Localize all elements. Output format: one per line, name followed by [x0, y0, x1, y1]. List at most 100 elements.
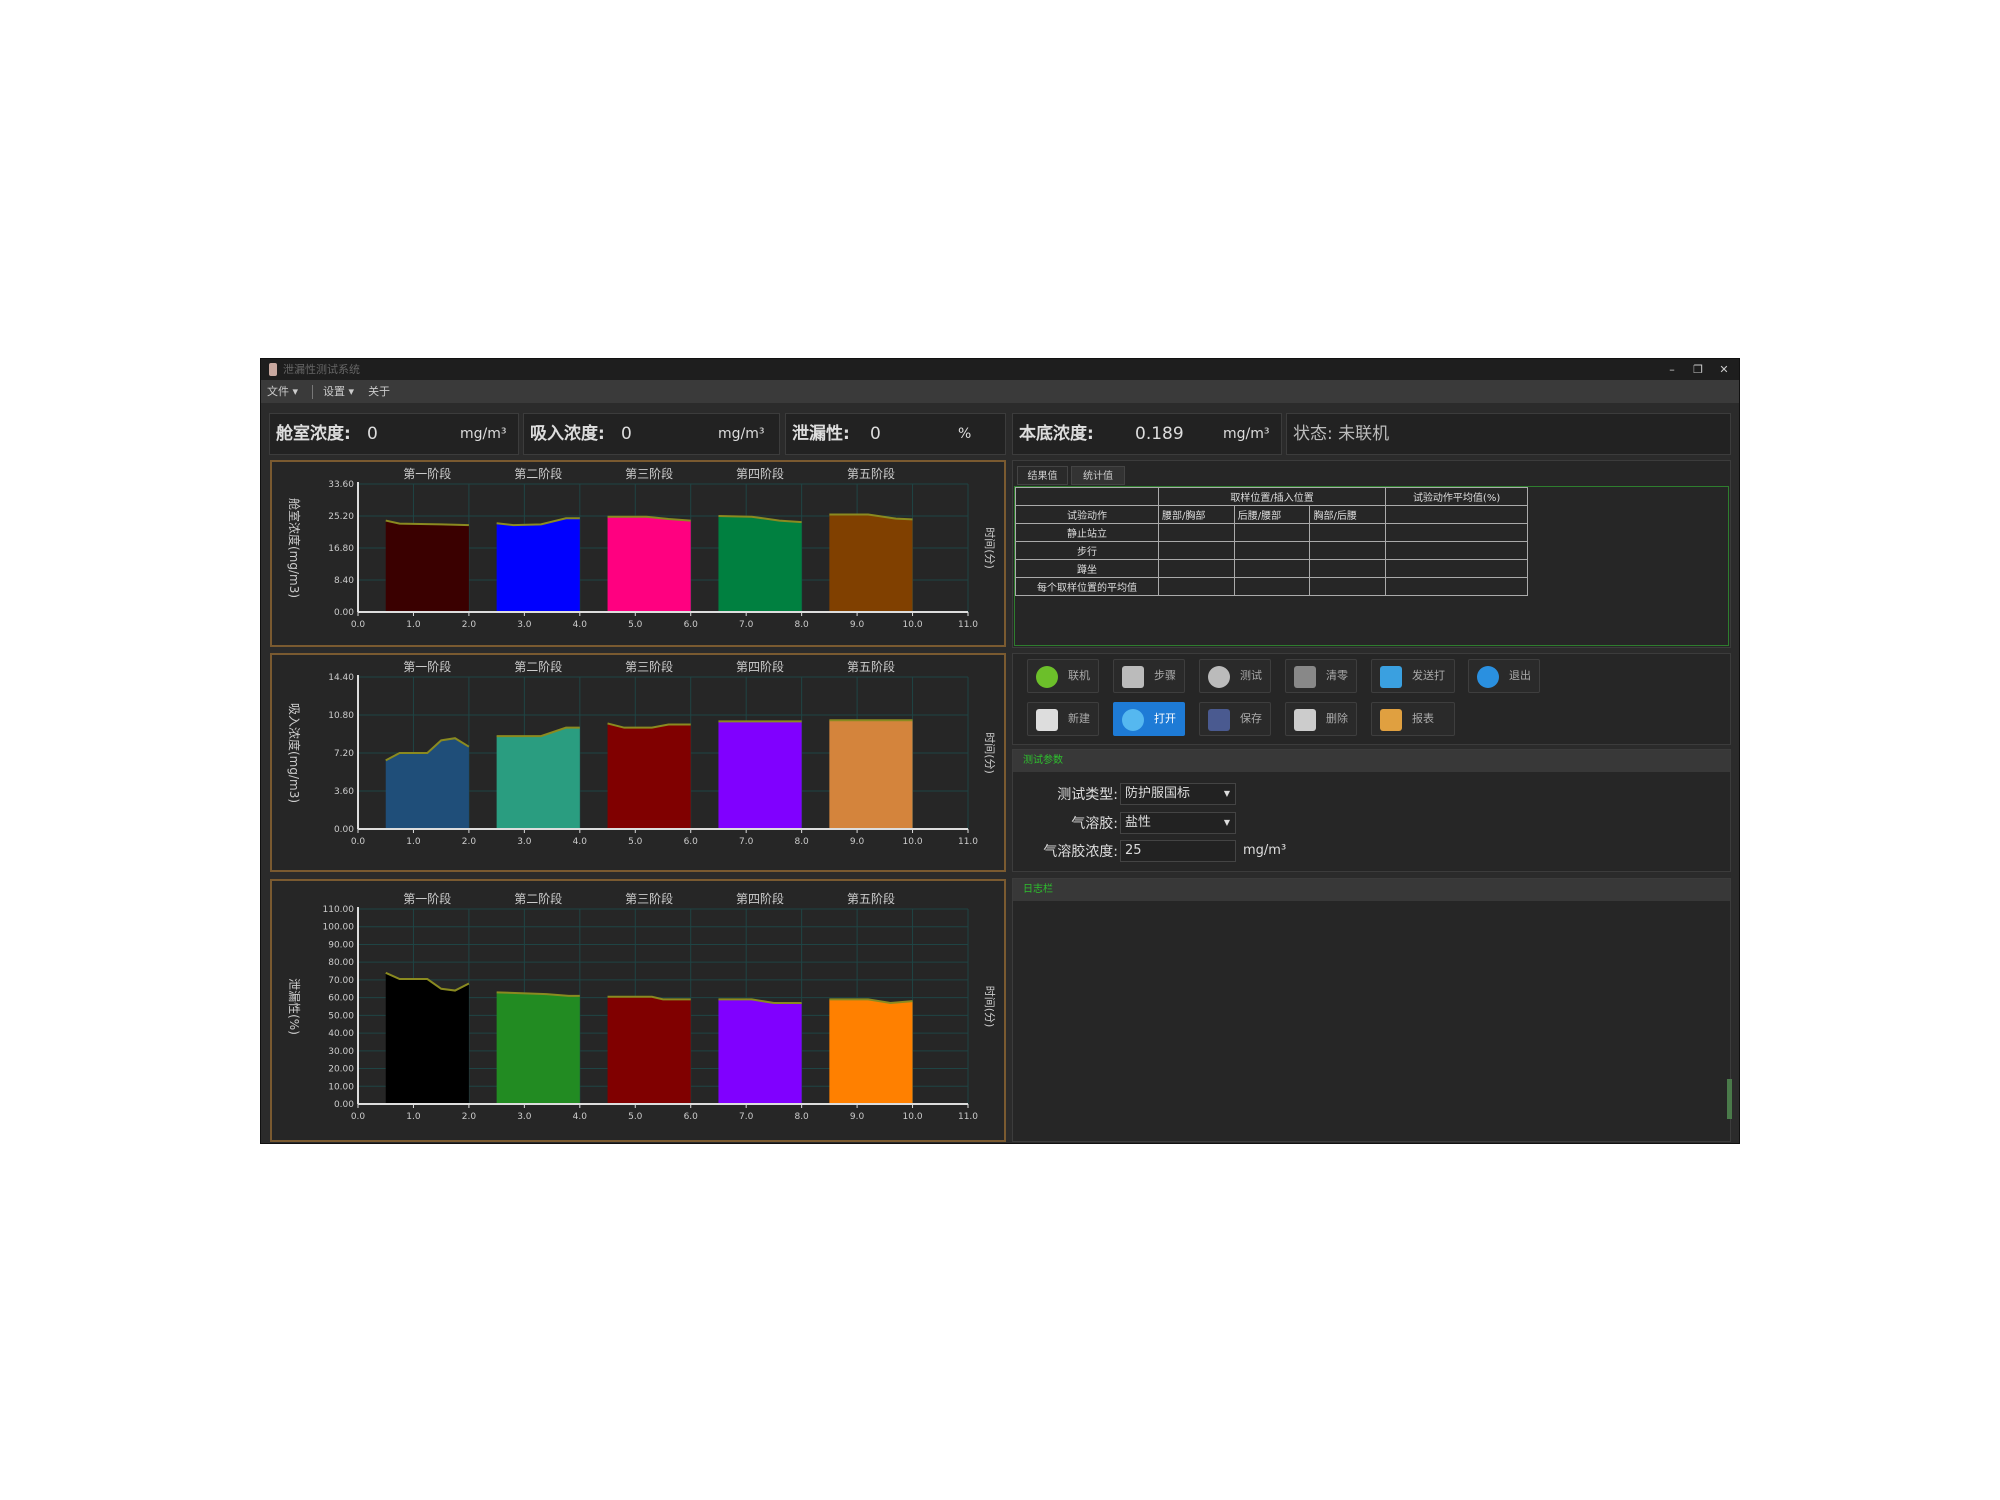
x-tick-label: 5.0 [628, 837, 643, 847]
dropdown-arrow-icon: ▼ [1223, 789, 1230, 798]
toolbar-button-label: 测试 [1240, 669, 1262, 682]
leakage-box: 泄漏性: 0 % [785, 413, 1006, 455]
connection-status-box: 状态: 未联机 [1286, 413, 1731, 455]
tab-results[interactable]: 结果值 [1017, 466, 1068, 485]
toolbar-button-2[interactable]: 测试 [1199, 659, 1271, 693]
x-tick-label: 10.0 [903, 1112, 923, 1122]
leakage-label: 泄漏性: [792, 424, 850, 444]
results-table: 取样位置/插入位置 试验动作平均值(%) 试验动作 腰部/胸部 后腰/腰部 胸部/后腰 … [1015, 487, 1528, 596]
aerosol-select[interactable]: 盐性 ▼ [1120, 812, 1236, 834]
x-tick-label: 4.0 [573, 620, 588, 630]
menu-file[interactable]: 文件 ▾ [267, 385, 299, 398]
toolbar-button-8[interactable]: 保存 [1199, 702, 1271, 736]
stage-area-1 [385, 520, 469, 612]
x-tick-label: 7.0 [739, 837, 754, 847]
stage-label: 第五阶段 [847, 466, 895, 481]
y-axis-label: 泄漏性(%) [287, 978, 301, 1035]
stage-area-5 [829, 999, 913, 1104]
test-params-panel: 测试参数 测试类型: 防护服国标 ▼ 气溶胶: 盐性 ▼ 气溶胶浓度: 25 mg/… [1012, 749, 1731, 872]
x-tick-label: 7.0 [739, 620, 754, 630]
y-tick-label: 60.00 [328, 994, 354, 1004]
restore-button[interactable]: ❐ [1693, 363, 1703, 376]
y-tick-label: 90.00 [328, 940, 354, 950]
x-tick-label: 4.0 [573, 1112, 588, 1122]
stage-outline-1 [385, 971, 470, 992]
leakage-chart: 0.00 10.00 20.00 30.00 40.00 50.00 60.00 70.00 8… [287, 891, 996, 1122]
stage-outline-4 [718, 515, 802, 524]
x-tick-label: 5.0 [628, 1112, 643, 1122]
stage-label: 第一阶段 [403, 891, 451, 906]
stage-outline-3 [607, 995, 691, 1001]
y-axis-label: 吸入浓度(mg/m3) [287, 703, 302, 803]
tab-statistics[interactable]: 统计值 [1071, 466, 1125, 485]
table-row: 步行 [1015, 541, 1528, 560]
toolbar-button-label: 退出 [1509, 669, 1531, 682]
chamber-unit: mg/m³ [460, 426, 507, 442]
toolbar-button-7[interactable]: 打开 [1113, 702, 1185, 736]
stage-label: 第一阶段 [403, 466, 451, 481]
stage-area-5 [829, 514, 913, 612]
x-tick-label: 2.0 [462, 620, 477, 630]
minimize-button[interactable]: – [1669, 363, 1675, 376]
x-tick-label: 4.0 [573, 837, 588, 847]
action-average-header: 试验动作平均值(%) [1385, 487, 1528, 506]
stage-area-3 [607, 516, 691, 612]
x-tick-label: 8.0 [794, 837, 809, 847]
test-type-select[interactable]: 防护服国标 ▼ [1120, 783, 1236, 805]
stage-area-2 [496, 992, 580, 1104]
aerosol-concentration-input[interactable]: 25 [1120, 840, 1236, 862]
toolbar-button-3[interactable]: 清零 [1285, 659, 1357, 693]
inhaled-label: 吸入浓度: [530, 424, 605, 444]
background-unit: mg/m³ [1223, 426, 1270, 442]
toolbar-button-label: 删除 [1326, 712, 1348, 725]
save-icon [1208, 709, 1230, 731]
x-tick-label: 6.0 [684, 620, 699, 630]
chamber-concentration-chart: 0.00 8.40 16.80 25.20 33.60 0.0 1.0 2.0 3.0 4.0 5.… [287, 466, 996, 630]
toolbar-button-6[interactable]: 新建 [1027, 702, 1099, 736]
x-tick-label: 1.0 [406, 1112, 421, 1122]
x-tick-label: 1.0 [406, 620, 421, 630]
aerosol-concentration-label: 气溶胶浓度: [1043, 844, 1118, 860]
y-tick-label: 30.00 [328, 1047, 354, 1057]
y-tick-label: 20.00 [328, 1065, 354, 1075]
y-tick-label: 8.40 [334, 576, 354, 586]
leakage-chart-panel: 0.00 10.00 20.00 30.00 40.00 50.00 60.00 70.00 8… [270, 879, 1006, 1142]
toolbar-button-5[interactable]: 退出 [1468, 659, 1540, 693]
x-tick-label: 2.0 [462, 837, 477, 847]
x-tick-label: 10.0 [903, 620, 923, 630]
menu-settings[interactable]: 设置 ▾ [323, 385, 355, 398]
app-window: 泄漏性测试系统 – ❐ ✕ 文件 ▾ 设置 ▾ 关于 舱室浓度: 0 mg/m³ 吸… [260, 358, 1740, 1144]
table-row: 每个取样位置的平均值 [1015, 577, 1528, 596]
toolbar-button-4[interactable]: 发送打印 [1371, 659, 1455, 714]
x-tick-label: 3.0 [517, 1112, 532, 1122]
stage-outline-3 [607, 515, 691, 522]
toolbar-button-10[interactable]: 报表 [1371, 702, 1455, 736]
stage-label: 第二阶段 [514, 466, 562, 481]
column-header: 腰部/胸部 [1158, 505, 1235, 524]
menu-about[interactable]: 关于 [368, 385, 391, 398]
toolbar-button-1[interactable]: 步骤 [1113, 659, 1185, 693]
log-scrollbar[interactable] [1727, 1079, 1732, 1119]
stage-outline-1 [385, 737, 470, 762]
background-label: 本底浓度: [1019, 424, 1094, 444]
stage-label: 第三阶段 [625, 466, 673, 481]
y-tick-label: 110.00 [323, 905, 355, 915]
printer-icon [1380, 666, 1402, 688]
y-tick-label: 80.00 [328, 958, 354, 968]
y-tick-label: 0.00 [334, 608, 354, 618]
close-button[interactable]: ✕ [1719, 363, 1729, 376]
x-tick-label: 6.0 [684, 837, 699, 847]
y-tick-label: 70.00 [328, 976, 354, 986]
x-axis-label: 时间(分) [983, 986, 996, 1028]
y-tick-label: 14.40 [328, 673, 354, 683]
toolbar-button-9[interactable]: 删除 [1285, 702, 1357, 736]
stage-area-5 [829, 720, 913, 829]
inhaled-value: 0 [621, 424, 632, 444]
stage-outline-1 [385, 519, 469, 527]
toolbar-button-0[interactable]: 联机 [1027, 659, 1099, 693]
stage-area-4 [718, 999, 802, 1104]
y-tick-label: 10.80 [328, 711, 354, 721]
x-tick-label: 3.0 [517, 837, 532, 847]
stage-outline-4 [718, 998, 802, 1004]
x-tick-label: 9.0 [850, 837, 865, 847]
